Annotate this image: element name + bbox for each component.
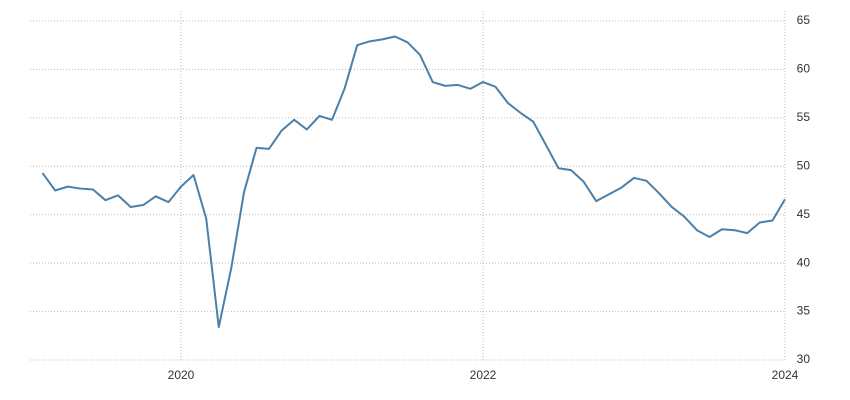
y-tick-label: 60: [797, 62, 811, 76]
y-tick-label: 40: [797, 255, 811, 269]
y-tick-label: 35: [797, 304, 811, 318]
line-series: [41, 35, 786, 329]
y-tick-label: 55: [797, 110, 811, 124]
y-tick-label: 45: [797, 207, 811, 221]
x-tick-label: 2024: [772, 368, 799, 382]
x-tick-label: 2022: [470, 368, 497, 382]
y-tick-label: 30: [797, 352, 811, 366]
y-tick-label: 65: [797, 13, 811, 27]
x-tick-label: 2020: [168, 368, 195, 382]
y-tick-label: 50: [797, 158, 811, 172]
